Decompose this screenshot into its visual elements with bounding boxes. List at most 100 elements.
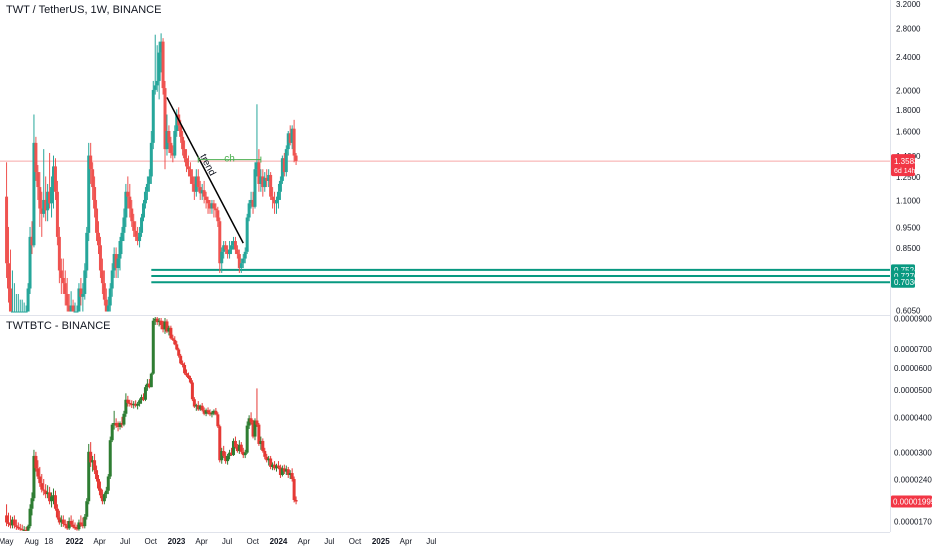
candle-body — [242, 259, 245, 264]
candle-body — [62, 278, 65, 283]
candle-body — [269, 175, 272, 197]
candle-body — [122, 414, 125, 425]
candle-body — [234, 241, 237, 250]
candle-body — [103, 283, 106, 299]
ratio-candle — [191, 380, 194, 401]
candle-body — [277, 466, 280, 468]
candle-body — [138, 400, 141, 404]
time-tick: 2025 — [372, 537, 390, 546]
candle-body — [201, 406, 204, 411]
candle-body — [95, 209, 98, 233]
ratio-candle — [150, 373, 153, 388]
candle-body — [214, 209, 217, 211]
candle-body — [214, 411, 217, 415]
candle-body — [13, 520, 16, 526]
candle-body — [248, 203, 251, 217]
candle-body — [197, 176, 200, 187]
level-price-value: 0.7036 — [894, 278, 919, 287]
candle-body — [240, 263, 243, 268]
candle-body — [85, 501, 88, 517]
candle-body — [203, 190, 206, 196]
candle-body — [244, 252, 247, 259]
candle-body — [210, 413, 213, 414]
candle-body — [103, 494, 106, 501]
candle-body — [5, 515, 8, 522]
price-candle — [269, 172, 272, 200]
candle-body — [250, 418, 253, 422]
candle-body — [144, 387, 147, 400]
ratio-candle — [293, 476, 296, 502]
candle-body — [240, 445, 243, 452]
ratio-candle — [216, 412, 219, 428]
candle-body — [205, 197, 208, 200]
time-tick: 18 — [44, 537, 53, 546]
candle-body — [38, 476, 41, 483]
candle-body — [115, 423, 118, 426]
candle-body — [66, 294, 69, 306]
candle-body — [140, 218, 143, 233]
candle-body — [246, 218, 249, 252]
candle-body — [107, 305, 110, 311]
candle-body — [171, 338, 174, 340]
candle-body — [142, 203, 145, 217]
candle-body — [81, 294, 84, 297]
candle-body — [89, 156, 92, 170]
candle-body — [56, 192, 59, 237]
candle-body — [97, 233, 100, 245]
candle-body — [64, 283, 67, 294]
candle-body — [99, 245, 102, 270]
price-tick: 0.9500 — [896, 223, 921, 232]
candle-body — [244, 453, 247, 455]
candle-body — [255, 420, 258, 424]
price-tick: 0.8500 — [896, 244, 921, 253]
candle-body — [74, 527, 77, 529]
price-tick: 1.8000 — [896, 106, 921, 115]
candle-body — [91, 169, 94, 187]
candle-body — [293, 129, 296, 156]
price-candle — [285, 145, 288, 176]
bar-countdown: 6d 14h — [894, 168, 916, 175]
ratio-candle — [246, 421, 249, 453]
candle-body — [109, 440, 112, 476]
ratio-candle — [144, 385, 147, 401]
price-candle — [246, 214, 249, 254]
candle-body — [279, 181, 282, 192]
candle-body — [226, 456, 229, 461]
candle-body — [169, 143, 172, 153]
candle-body — [216, 414, 219, 426]
time-tick: Apr — [298, 537, 311, 546]
candle-body — [60, 270, 63, 278]
ratio-title: TWTBTC - BINANCE — [6, 320, 111, 332]
candle-body — [173, 340, 176, 344]
time-tick: 2023 — [168, 537, 186, 546]
time-tick: Jul — [324, 537, 334, 546]
candle-body — [228, 250, 231, 254]
candle-body — [30, 498, 33, 509]
candle-body — [119, 241, 122, 259]
candle-body — [253, 169, 256, 207]
price-candle — [85, 227, 88, 278]
candle-body — [5, 197, 8, 264]
candle-body — [162, 42, 165, 88]
price-candle — [162, 38, 165, 94]
candle-body — [236, 250, 239, 254]
candle-body — [9, 288, 12, 311]
time-tick: Jul — [120, 537, 130, 546]
candle-body — [97, 479, 100, 488]
candle-body — [93, 187, 96, 208]
time-tick: May — [0, 537, 14, 546]
candle-body — [111, 425, 114, 441]
candle-body — [275, 200, 278, 203]
candle-body — [189, 378, 192, 383]
candle-body — [220, 252, 223, 263]
candle-body — [126, 192, 129, 197]
candle-body — [261, 441, 264, 451]
candle-body — [173, 131, 176, 156]
candle-body — [271, 197, 274, 200]
candle-body — [132, 221, 135, 231]
